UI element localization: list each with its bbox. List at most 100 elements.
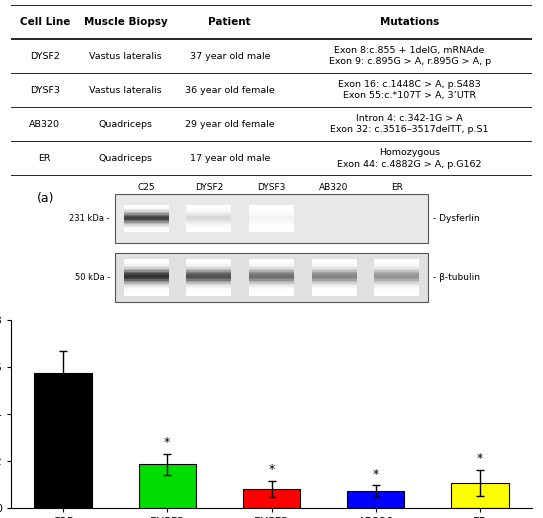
Bar	[374, 267, 419, 269]
Bar	[186, 294, 231, 296]
Bar	[249, 279, 294, 281]
Bar	[186, 279, 231, 281]
Text: 36 year old female: 36 year old female	[185, 86, 275, 95]
Bar	[124, 208, 169, 209]
Bar	[249, 275, 294, 277]
Text: Intron 4: c.342-1G > A
Exon 32: c.3516–3517delTT, p.S1: Intron 4: c.342-1G > A Exon 32: c.3516–3…	[330, 114, 489, 135]
Bar	[374, 263, 419, 265]
Bar	[249, 291, 294, 293]
Bar	[186, 212, 231, 213]
Text: Vastus lateralis: Vastus lateralis	[89, 86, 162, 95]
Bar	[312, 274, 357, 275]
Bar	[249, 265, 294, 266]
Bar	[249, 294, 294, 296]
Bar	[249, 213, 294, 214]
Bar	[124, 214, 169, 216]
Bar	[186, 270, 231, 272]
Bar	[124, 258, 169, 260]
Text: 37 year old male: 37 year old male	[190, 52, 270, 61]
Text: - Dysferlin: - Dysferlin	[433, 214, 479, 223]
Bar	[249, 206, 294, 208]
Bar	[186, 266, 231, 267]
Bar	[186, 227, 231, 228]
Bar	[249, 266, 294, 267]
Bar	[249, 205, 294, 206]
Bar	[124, 284, 169, 285]
Bar	[374, 272, 419, 274]
Bar	[249, 210, 294, 212]
Bar	[374, 269, 419, 270]
Bar	[374, 258, 419, 260]
Bar	[374, 285, 419, 287]
Bar	[34, 373, 92, 508]
Bar	[374, 277, 419, 278]
Bar	[249, 274, 294, 275]
Bar	[124, 224, 169, 225]
Bar	[186, 263, 231, 265]
Bar	[374, 293, 419, 294]
Bar	[186, 220, 231, 221]
Bar	[312, 277, 357, 278]
Bar	[124, 277, 169, 278]
Bar	[186, 210, 231, 212]
Bar	[124, 216, 169, 218]
Text: DYSF3: DYSF3	[257, 183, 286, 192]
Bar	[312, 270, 357, 272]
Bar	[347, 491, 405, 508]
Bar	[312, 269, 357, 270]
Text: C25: C25	[137, 183, 155, 192]
Bar	[374, 290, 419, 291]
Bar	[124, 260, 169, 262]
Bar	[124, 281, 169, 282]
Text: Quadriceps: Quadriceps	[98, 154, 153, 163]
Text: (a): (a)	[37, 192, 54, 205]
Bar	[186, 214, 231, 216]
Bar	[124, 221, 169, 223]
Bar	[374, 282, 419, 284]
Text: DYSF2: DYSF2	[30, 52, 60, 61]
Text: ER: ER	[390, 183, 402, 192]
Text: 50 kDa -: 50 kDa -	[74, 272, 110, 282]
Bar	[124, 265, 169, 266]
Bar	[124, 288, 169, 290]
Text: Patient: Patient	[209, 17, 251, 27]
Bar	[124, 266, 169, 267]
Bar	[138, 464, 196, 508]
Bar	[312, 278, 357, 279]
Bar	[451, 483, 509, 508]
Text: Exon 16: c.1448C > A, p.S483
Exon 55:c.*107T > A, 3’UTR: Exon 16: c.1448C > A, p.S483 Exon 55:c.*…	[338, 80, 481, 100]
Bar	[374, 275, 419, 277]
Bar	[124, 227, 169, 228]
Bar	[186, 267, 231, 269]
Bar	[249, 258, 294, 260]
Text: *: *	[477, 453, 483, 466]
Bar	[249, 284, 294, 285]
Bar	[186, 209, 231, 210]
Bar	[249, 263, 294, 265]
Bar	[186, 206, 231, 208]
Bar	[249, 262, 294, 263]
Bar	[249, 278, 294, 279]
Bar	[124, 219, 169, 220]
Bar	[124, 213, 169, 214]
Bar	[374, 279, 419, 281]
Bar	[186, 284, 231, 285]
Bar	[249, 281, 294, 282]
Bar	[249, 220, 294, 221]
Bar	[312, 284, 357, 285]
Bar	[186, 221, 231, 223]
Bar	[186, 224, 231, 225]
Bar	[312, 263, 357, 265]
Bar	[312, 293, 357, 294]
Bar	[124, 218, 169, 219]
Bar	[186, 277, 231, 278]
Bar	[186, 213, 231, 214]
Text: *: *	[268, 463, 275, 476]
Bar	[124, 220, 169, 221]
Bar	[312, 260, 357, 262]
Bar	[249, 267, 294, 269]
Bar	[124, 225, 169, 227]
Bar	[249, 223, 294, 224]
Bar	[186, 282, 231, 284]
Bar	[312, 275, 357, 277]
